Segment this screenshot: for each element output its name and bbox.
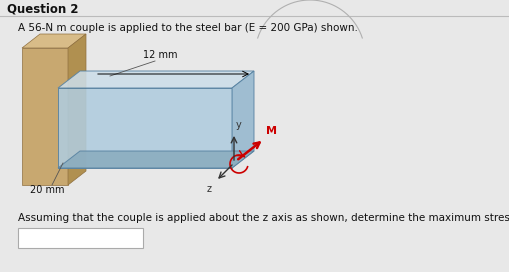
Polygon shape [22, 48, 68, 185]
Polygon shape [68, 34, 86, 185]
Text: A 56-N m couple is applied to the steel bar (E = 200 GPa) shown.: A 56-N m couple is applied to the steel … [18, 23, 357, 33]
Polygon shape [58, 71, 253, 88]
Polygon shape [232, 71, 253, 168]
Text: z: z [207, 184, 212, 194]
Text: 20 mm: 20 mm [30, 185, 64, 195]
Text: Assuming that the couple is applied about the z axis as shown, determine the max: Assuming that the couple is applied abou… [18, 213, 509, 223]
Text: Question 2: Question 2 [7, 2, 78, 16]
Polygon shape [22, 34, 86, 48]
Bar [18, 228, 143, 248]
Text: 12 mm: 12 mm [143, 50, 177, 60]
Text: M: M [266, 126, 276, 136]
Polygon shape [58, 88, 232, 168]
Polygon shape [58, 151, 253, 168]
Text: y: y [236, 120, 241, 130]
